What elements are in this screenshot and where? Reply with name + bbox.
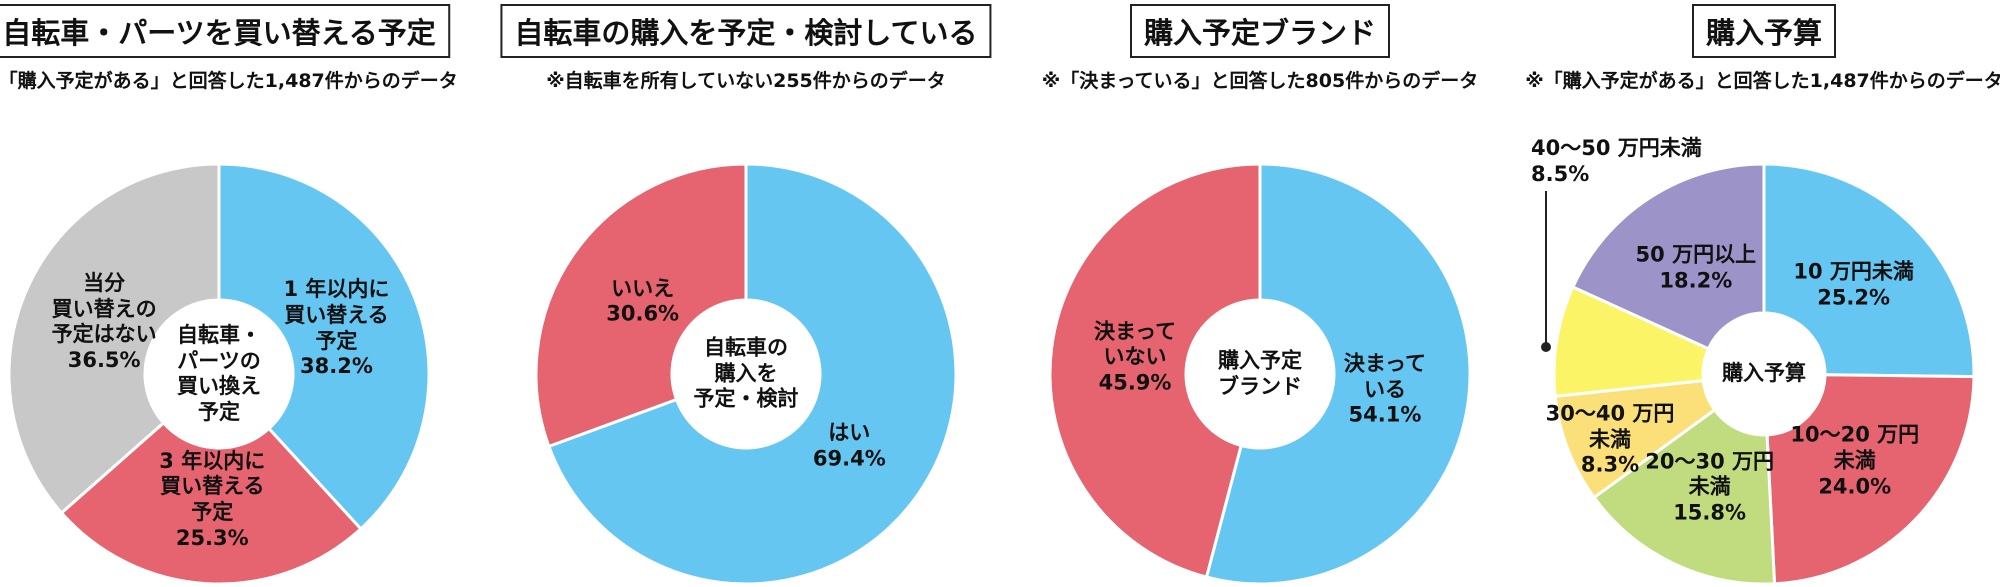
donut-slice <box>534 162 748 449</box>
slice-label: 30〜40 万円 未満 8.3% <box>1546 402 1675 479</box>
slice-label: 40〜50 万円未満 8.5% <box>1531 136 1702 187</box>
category-label: 10〜20 万円 未満 <box>1790 422 1920 473</box>
slice-label: 決まって いる 54.1% <box>1344 352 1426 429</box>
slice-label: 3 年以内に 買い替える 予定 25.3% <box>159 449 265 551</box>
donut-slice <box>7 162 221 515</box>
center-label: 自転車・ パーツの 買い換え 予定 <box>177 322 261 424</box>
value-label: 18.2% <box>1659 268 1733 293</box>
slice-label: いいえ 30.6% <box>606 276 679 327</box>
slice-label: 10 万円未満 25.2% <box>1793 260 1914 311</box>
value-label: 8.5% <box>1531 161 1590 186</box>
donut-slice <box>59 420 363 586</box>
chart-subtitle: ※自転車を所有していない255件からのデータ <box>546 70 946 92</box>
category-label: はい <box>828 420 871 445</box>
category-label: 決まって いない <box>1093 319 1177 370</box>
slice-label: はい 69.4% <box>813 421 886 472</box>
category-label: 20〜30 万円 未満 <box>1645 449 1775 499</box>
category-label: 1 年以内に 買い替える 予定 <box>283 277 390 353</box>
category-label: 30〜40 万円 未満 <box>1545 401 1675 452</box>
slice-label: 1 年以内に 買い替える 予定 38.2% <box>283 277 389 379</box>
donut-slice <box>1570 162 1766 351</box>
donut-slice <box>1592 407 1777 586</box>
slice-label: 当分 買い替えの 予定はない 36.5% <box>52 271 157 373</box>
chart-title: 自転車・パーツを買い替える予定 <box>0 4 450 58</box>
chart-title: 購入予算 <box>1691 4 1837 58</box>
center-label: 購入予算 <box>1722 361 1806 386</box>
donut-slice <box>1765 373 1976 586</box>
slice-label: 10〜20 万円 未満 24.0% <box>1790 423 1919 500</box>
donut-slice <box>1048 162 1262 579</box>
value-label: 45.9% <box>1098 370 1172 395</box>
chart-title: 購入予定ブランド <box>1129 4 1391 58</box>
donut-slice <box>1762 162 1976 379</box>
value-label: 38.2% <box>300 353 373 378</box>
donut-slice <box>1204 162 1472 586</box>
chart-subtitle: ※「購入予定がある」と回答した1,487件からのデータ <box>1525 70 2000 92</box>
value-label: 69.4% <box>812 446 886 471</box>
value-label: 8.3% <box>1580 452 1640 477</box>
slice-label: 50 万円以上 18.2% <box>1636 242 1757 293</box>
category-label: いいえ <box>611 276 675 301</box>
value-label: 36.5% <box>67 347 141 372</box>
chart-subtitle: ※「購入予定がある」と回答した1,487件からのデータ <box>0 70 458 92</box>
value-label: 30.6% <box>606 301 680 326</box>
value-label: 25.2% <box>1817 285 1891 310</box>
category-label: 10 万円未満 <box>1793 259 1914 284</box>
donut-slice <box>1553 378 1717 500</box>
center-label: 自転車の 購入を 予定・検討 <box>693 335 799 411</box>
chart-title: 自転車の購入を予定・検討している <box>500 4 992 58</box>
chart-subtitle: ※「決まっている」と回答した805件からのデータ <box>1041 70 1479 92</box>
category-label: 50 万円以上 <box>1635 242 1757 267</box>
slice-label: 決まって いない 45.9% <box>1094 319 1176 396</box>
donut-slice <box>546 162 958 586</box>
category-label: 当分 買い替えの 予定はない <box>51 270 157 347</box>
value-label: 25.3% <box>175 525 249 550</box>
category-label: 決まって いる <box>1343 351 1427 402</box>
category-label: 40〜50 万円未満 <box>1531 136 1702 160</box>
value-label: 24.0% <box>1818 474 1892 499</box>
center-label: 購入予定 ブランド <box>1218 348 1302 398</box>
donut-slice <box>217 162 431 531</box>
category-label: 3 年以内に 買い替える 予定 <box>159 448 266 524</box>
value-label: 54.1% <box>1348 402 1422 427</box>
value-label: 15.8% <box>1673 500 1747 525</box>
leader-dot <box>1541 342 1551 352</box>
slice-label: 20〜30 万円 未満 15.8% <box>1645 449 1774 526</box>
